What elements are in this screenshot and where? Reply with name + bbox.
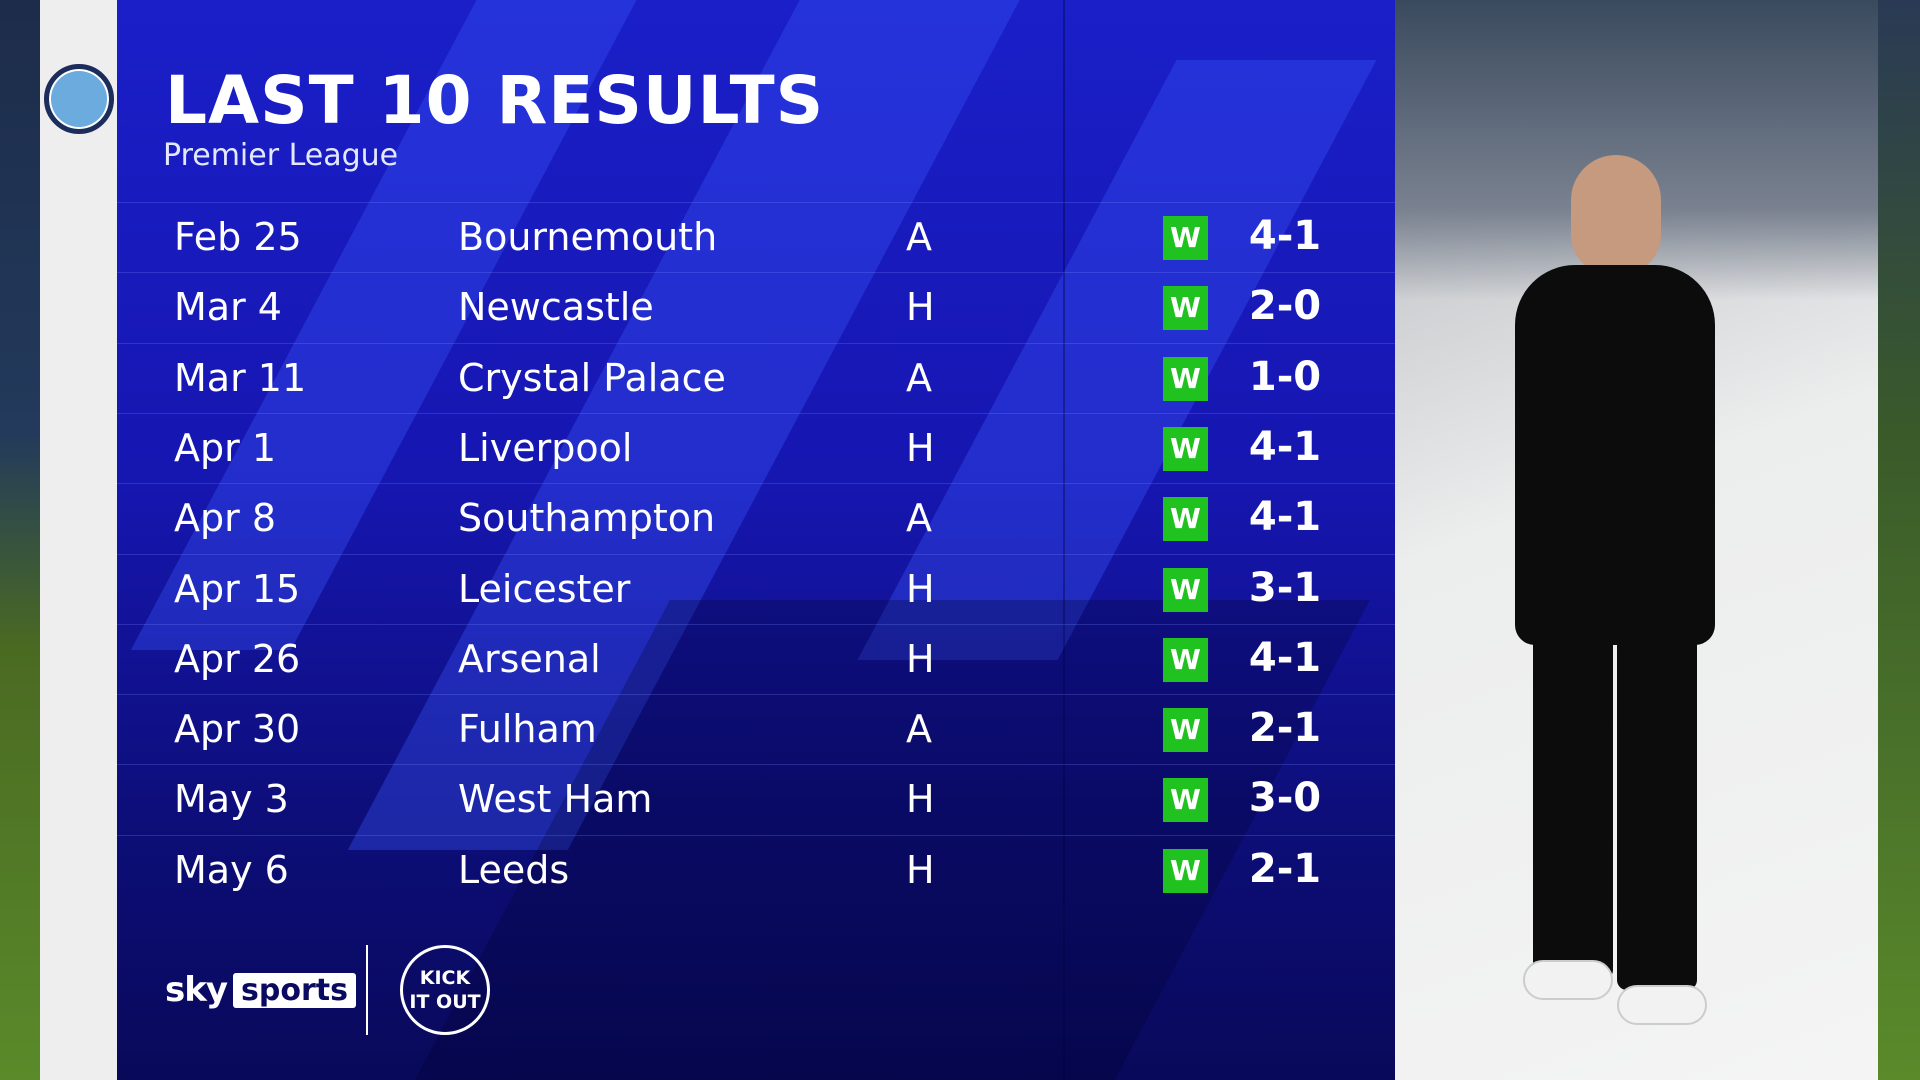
- result-badge: W: [1163, 778, 1208, 823]
- score: 4-1: [1248, 423, 1322, 470]
- score: 2-1: [1248, 705, 1322, 752]
- score: 2-0: [1248, 283, 1322, 330]
- result-row: Apr 26 Arsenal H W 4-1: [117, 623, 1395, 694]
- result-badge: W: [1163, 567, 1208, 612]
- opponent-name: Leeds: [458, 847, 570, 892]
- venue: A: [906, 707, 932, 752]
- crest-column: [40, 0, 117, 1080]
- score: 4-1: [1248, 634, 1322, 681]
- score: 1-0: [1248, 353, 1322, 400]
- opponent-name: Arsenal: [458, 636, 601, 681]
- man-city-crest-icon: [44, 64, 114, 134]
- score: 4-1: [1248, 494, 1322, 541]
- match-date: Apr 30: [174, 707, 301, 752]
- match-date: Apr 1: [174, 425, 276, 470]
- logo-divider: [366, 945, 368, 1035]
- sky-sports-logo: sky sports: [165, 970, 356, 1010]
- page-title: LAST 10 RESULTS: [165, 62, 825, 139]
- venue: A: [906, 355, 932, 400]
- opponent-name: Fulham: [458, 707, 597, 752]
- result-row: Apr 15 Leicester H W 3-1: [117, 553, 1395, 624]
- kick-it-out-logo: KICK IT OUT: [400, 945, 490, 1035]
- opponent-name: Liverpool: [458, 425, 633, 470]
- venue: H: [906, 285, 935, 330]
- result-row: Apr 1 Liverpool H W 4-1: [117, 412, 1395, 483]
- result-row: Apr 30 Fulham A W 2-1: [117, 694, 1395, 764]
- score: 3-0: [1248, 775, 1322, 822]
- result-badge: W: [1163, 637, 1208, 682]
- match-date: Mar 11: [174, 355, 307, 400]
- result-row: May 6 Leeds H W 2-1: [117, 834, 1395, 905]
- match-date: May 3: [174, 777, 289, 822]
- score: 3-1: [1248, 564, 1322, 611]
- venue: H: [906, 566, 935, 611]
- manager-photo: [1395, 0, 1878, 1080]
- venue: H: [906, 777, 935, 822]
- result-badge: W: [1163, 497, 1208, 542]
- match-date: May 6: [174, 847, 289, 892]
- opponent-name: Southampton: [458, 496, 716, 541]
- result-badge: W: [1163, 426, 1208, 471]
- result-badge: W: [1163, 356, 1208, 401]
- score: 4-1: [1248, 213, 1322, 259]
- opponent-name: Newcastle: [458, 285, 654, 330]
- match-date: Apr 8: [174, 496, 276, 541]
- result-row: Mar 4 Newcastle H W 2-0: [117, 272, 1395, 342]
- result-row: Apr 8 Southampton A W 4-1: [117, 483, 1395, 553]
- results-panel: LAST 10 RESULTS Premier League Feb 25 Bo…: [117, 0, 1395, 1080]
- score: 2-1: [1248, 845, 1322, 892]
- match-date: Apr 15: [174, 566, 301, 611]
- result-badge: W: [1163, 286, 1208, 331]
- venue: H: [906, 636, 935, 681]
- match-date: Mar 4: [174, 285, 282, 330]
- result-row: May 3 West Ham H W 3-0: [117, 764, 1395, 834]
- opponent-name: Crystal Palace: [458, 355, 726, 400]
- column-divider: [1063, 0, 1065, 1080]
- result-badge: W: [1163, 708, 1208, 753]
- result-row: Feb 25 Bournemouth A W 4-1: [117, 202, 1395, 272]
- match-date: Apr 26: [174, 636, 301, 681]
- venue: H: [906, 847, 935, 892]
- opponent-name: Leicester: [458, 566, 631, 611]
- venue: H: [906, 425, 935, 470]
- result-row: Mar 11 Crystal Palace A W 1-0: [117, 342, 1395, 413]
- opponent-name: West Ham: [458, 777, 653, 822]
- match-date: Feb 25: [174, 215, 302, 259]
- result-badge: W: [1163, 216, 1208, 260]
- opponent-name: Bournemouth: [458, 215, 718, 259]
- result-badge: W: [1163, 848, 1208, 893]
- venue: A: [906, 496, 932, 541]
- stadium-background-left: [0, 0, 40, 1080]
- stadium-background-right: [1878, 0, 1920, 1080]
- venue: A: [906, 215, 932, 259]
- competition-subtitle: Premier League: [163, 138, 399, 173]
